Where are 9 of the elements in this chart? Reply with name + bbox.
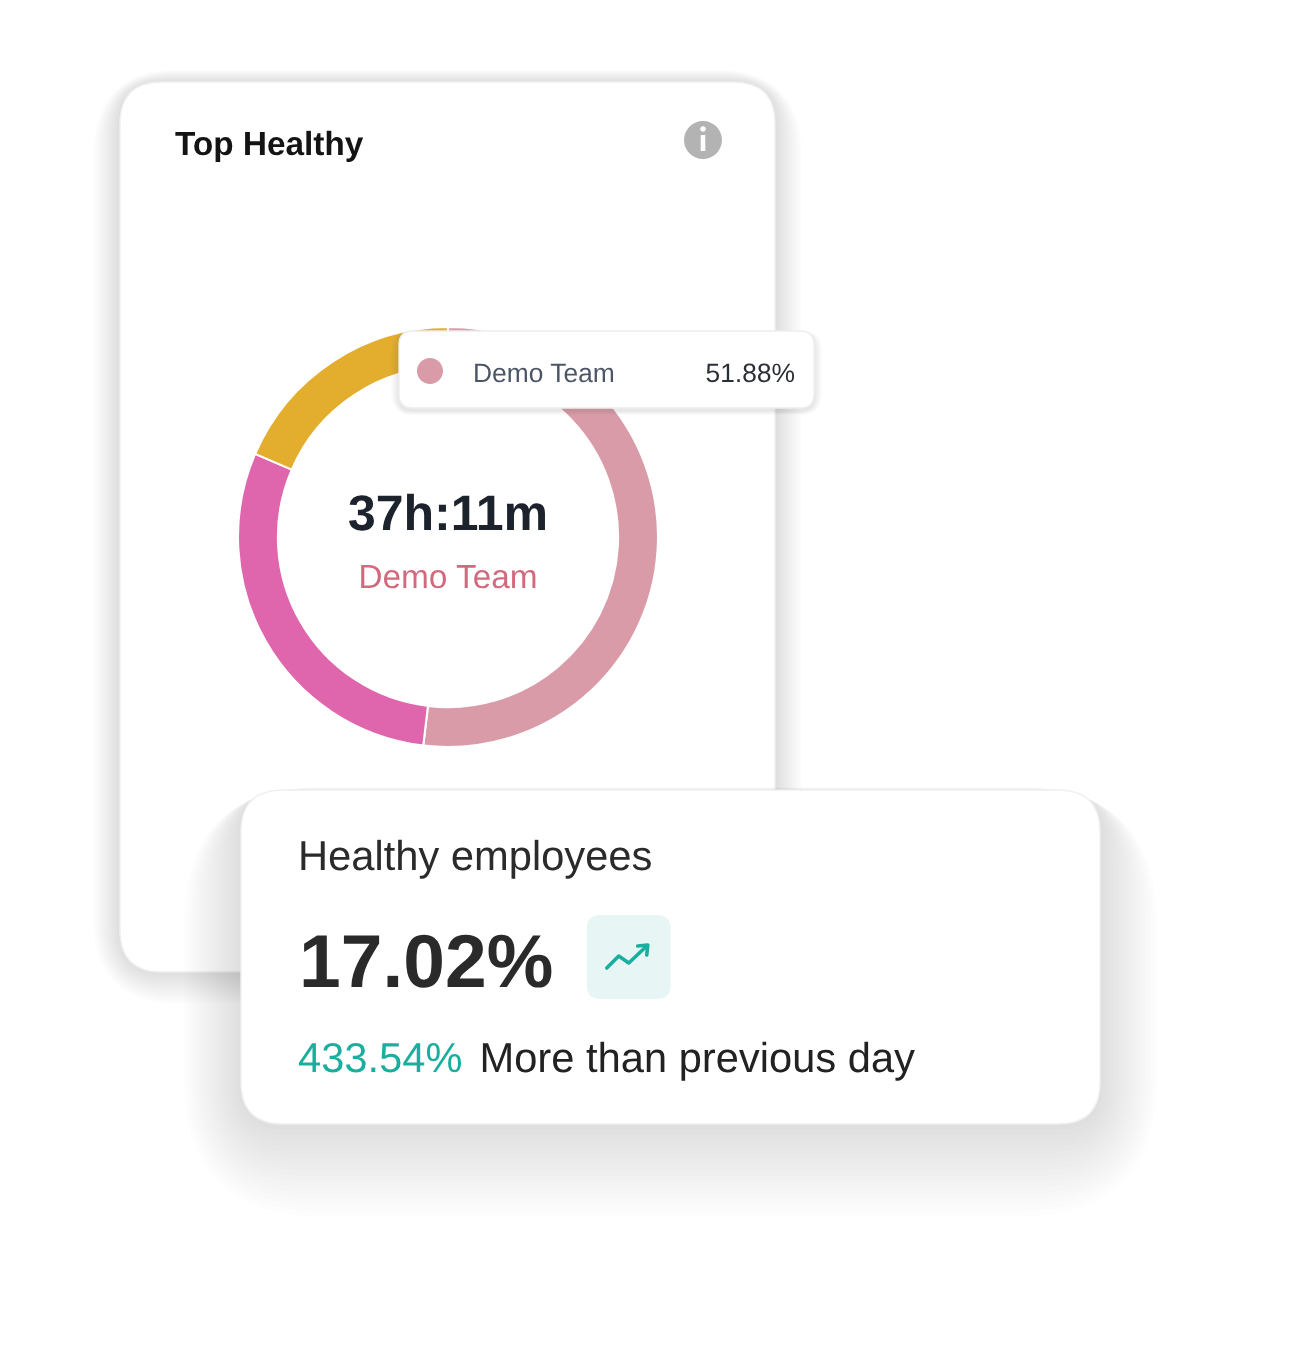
legend-label: Demo Team — [475, 363, 614, 383]
text: 17.02% — [303, 934, 552, 988]
text: More than previous day — [482, 1041, 915, 1081]
text: Healthy employees — [301, 839, 651, 879]
text: 433.54% — [298, 1042, 462, 1073]
text: 37h:11m — [349, 493, 545, 531]
chart-title: Top Healthy — [175, 130, 364, 162]
text: Demo Team — [361, 565, 536, 589]
data-label: 51.88% — [706, 363, 795, 383]
